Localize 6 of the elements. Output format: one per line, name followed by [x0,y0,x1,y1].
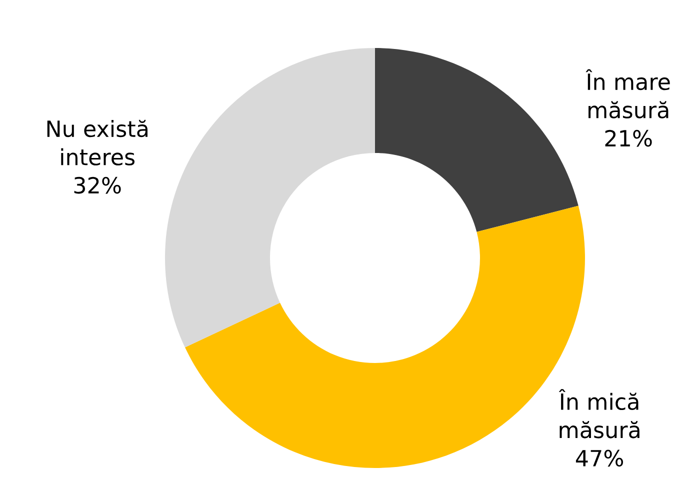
data-label: 32% [74,176,121,194]
slice-label: În mică măsură [558,389,640,438]
slice-label: În mare măsură [586,69,670,118]
data-label: 47% [576,450,624,467]
data-label: 21% [605,130,652,147]
slice-label: Nu există interes [47,120,148,166]
